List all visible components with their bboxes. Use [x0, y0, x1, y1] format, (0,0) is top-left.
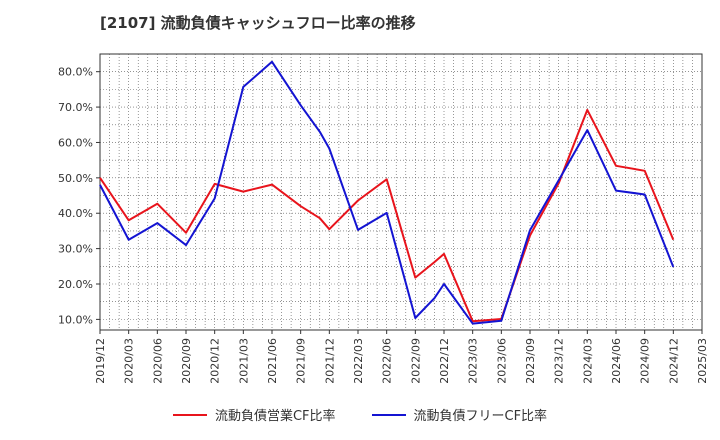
legend-swatch-free-cf	[371, 413, 406, 416]
chart-title: [2107] 流動負債キャッシュフロー比率の推移	[100, 14, 416, 32]
y-tick-label: 60.0%	[58, 136, 93, 149]
y-axis-ticks: 10.0% 20.0% 30.0% 40.0% 50.0% 60.0% 70.0% 80.0%	[58, 66, 100, 326]
x-tick-label: 2020/06	[151, 338, 164, 384]
y-tick-label: 40.0%	[58, 207, 93, 220]
legend-label-free-cf: 流動負債フリーCF比率	[413, 409, 548, 424]
x-tick-label: 2022/09	[409, 338, 422, 384]
legend: 流動負債営業CF比率 流動負債フリーCF比率	[0, 405, 720, 424]
y-tick-label: 80.0%	[58, 66, 93, 79]
series-line-operating-cf	[99, 108, 675, 323]
legend-swatch-operating-cf	[172, 413, 207, 416]
y-tick-label: 10.0%	[58, 313, 93, 326]
y-tick-label: 50.0%	[58, 172, 93, 185]
legend-label-operating-cf: 流動負債営業CF比率	[214, 409, 336, 424]
x-tick-label: 2021/09	[295, 338, 308, 384]
x-tick-label: 2024/09	[639, 338, 652, 384]
x-tick-label: 2023/12	[553, 338, 566, 384]
x-tick-label: 2023/03	[467, 338, 480, 384]
x-tick-label: 2022/12	[438, 338, 451, 384]
series-line-free-cf	[99, 60, 675, 325]
x-axis-ticks: 2019/12 2020/03 2020/06 2020/09 2020/12 2021/…	[94, 330, 709, 384]
x-tick-label: 2024/03	[581, 338, 594, 384]
x-tick-label: 2024/12	[667, 338, 680, 384]
x-tick-label: 2020/12	[209, 338, 222, 384]
x-tick-label: 2021/03	[237, 338, 250, 384]
x-tick-label: 2024/06	[610, 338, 623, 384]
x-tick-label: 2022/06	[381, 338, 394, 384]
grid	[100, 54, 702, 330]
y-tick-label: 20.0%	[58, 278, 93, 291]
x-tick-label: 2020/09	[180, 338, 193, 384]
legend-item-operating-cf: 流動負債営業CF比率	[172, 405, 336, 424]
x-tick-label: 2025/03	[696, 338, 709, 384]
x-tick-label: 2020/03	[123, 338, 136, 384]
y-tick-label: 70.0%	[58, 101, 93, 114]
series	[99, 60, 675, 325]
x-tick-label: 2022/03	[352, 338, 365, 384]
x-tick-label: 2021/06	[266, 338, 279, 384]
legend-item-free-cf: 流動負債フリーCF比率	[371, 405, 548, 424]
x-tick-label: 2023/09	[524, 338, 537, 384]
y-tick-label: 30.0%	[58, 243, 93, 256]
x-tick-label: 2023/06	[495, 338, 508, 384]
x-tick-label: 2019/12	[94, 338, 107, 384]
x-tick-label: 2021/12	[323, 338, 336, 384]
plot-area	[99, 53, 703, 331]
